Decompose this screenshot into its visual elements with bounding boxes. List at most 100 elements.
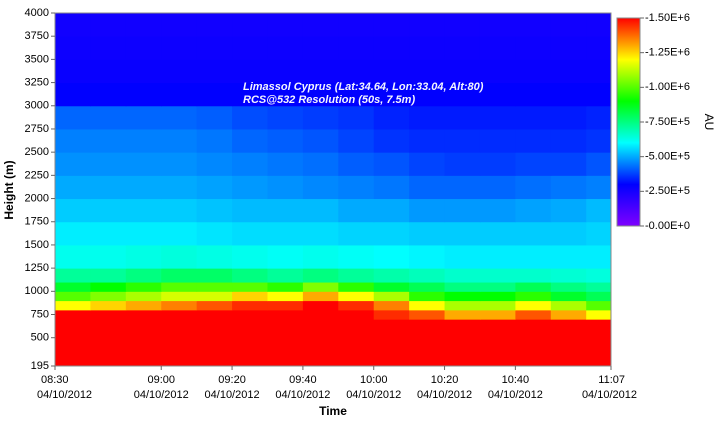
heat-cell <box>515 268 552 283</box>
heat-cell <box>444 291 481 302</box>
heat-cell <box>232 175 268 200</box>
heat-cell <box>550 128 587 153</box>
x-tick-label: 10:20 <box>431 374 459 386</box>
heat-cell <box>444 268 481 283</box>
heat-cell <box>479 328 516 348</box>
x-tick-label: 04/10/2012 <box>275 389 330 401</box>
heat-cell <box>409 105 446 130</box>
heat-cell <box>550 268 587 283</box>
heat-cell <box>232 244 268 269</box>
heat-cell <box>338 309 375 320</box>
heat-cell <box>409 13 446 37</box>
heat-cell <box>479 282 516 292</box>
heat-cell <box>586 198 612 223</box>
heat-cell <box>409 268 446 283</box>
heat-cell <box>515 128 552 153</box>
x-tick-label: 09:20 <box>218 374 246 386</box>
heat-cell <box>479 175 516 200</box>
heat-cell <box>515 59 552 84</box>
heat-cell <box>55 198 91 223</box>
heat-cell <box>161 328 198 348</box>
plot-frame <box>54 12 612 367</box>
annotation: RCS@532 Resolution (50s, 7.5m) <box>243 94 415 106</box>
heat-cell <box>444 59 481 84</box>
heat-cell <box>586 291 612 302</box>
colorbar-tick-label: -0.00E+0 <box>645 220 690 232</box>
heat-cell <box>232 36 268 60</box>
x-tick-label: 09:00 <box>147 374 175 386</box>
heat-cell <box>444 328 481 348</box>
heat-cell <box>161 346 198 367</box>
heat-cell <box>373 291 410 302</box>
heat-cell <box>373 13 410 37</box>
heat-cell <box>373 198 410 223</box>
heat-cell <box>125 268 162 283</box>
heat-cell <box>338 128 375 153</box>
heat-cell <box>232 309 268 320</box>
heat-cell <box>515 105 552 130</box>
heat-cell <box>586 221 612 246</box>
heat-cell <box>55 244 91 269</box>
heat-cell <box>515 291 552 302</box>
x-tick-label: 09:40 <box>289 374 317 386</box>
heat-cell <box>479 105 516 130</box>
heat-cell <box>479 36 516 60</box>
heat-cell <box>338 328 375 348</box>
heat-cell <box>444 82 481 107</box>
heat-cell <box>90 268 127 283</box>
heat-cell <box>550 221 587 246</box>
heat-cell <box>302 175 339 200</box>
y-tick-label: 3750 <box>25 30 49 42</box>
heat-cell <box>338 82 375 107</box>
y-tick-label: 2750 <box>25 123 49 135</box>
heat-cell <box>479 268 516 283</box>
heat-cell <box>55 152 91 176</box>
heat-cell <box>373 328 410 348</box>
heat-cell <box>161 128 198 153</box>
heat-cell <box>196 328 233 348</box>
heat-cell <box>90 328 127 348</box>
heat-cell <box>409 328 446 348</box>
heat-cell <box>444 175 481 200</box>
y-tick-label: 1750 <box>25 216 49 228</box>
heat-cell <box>232 221 268 246</box>
heat-cell <box>586 319 612 329</box>
heat-cell <box>586 300 612 311</box>
heat-cell <box>90 82 127 107</box>
heat-cell <box>444 152 481 176</box>
heat-cell <box>373 105 410 130</box>
heat-cell <box>586 36 612 60</box>
heat-cell <box>90 105 127 130</box>
heat-cell <box>161 244 198 269</box>
heat-cell <box>161 282 198 292</box>
heat-cell <box>232 268 268 283</box>
x-tick-label: 08:30 <box>41 374 69 386</box>
heat-cell <box>125 346 162 367</box>
heat-cell <box>125 59 162 84</box>
heat-cell <box>267 152 304 176</box>
heat-cell <box>267 282 304 292</box>
heat-cell <box>479 128 516 153</box>
heat-cell <box>55 300 91 311</box>
heat-cell <box>302 291 339 302</box>
heat-cell <box>373 300 410 311</box>
heat-cell <box>232 282 268 292</box>
heat-cell <box>515 152 552 176</box>
heat-cell <box>232 128 268 153</box>
y-tick-label: 2250 <box>25 169 49 181</box>
heat-cell <box>161 221 198 246</box>
heat-cell <box>125 105 162 130</box>
x-tick-label: 10:40 <box>502 374 530 386</box>
heat-cell <box>267 291 304 302</box>
colorbar-tick-label: -2.50E+5 <box>645 185 690 197</box>
heat-cell <box>338 346 375 367</box>
heat-cell <box>196 346 233 367</box>
heat-cell <box>550 105 587 130</box>
heat-cell <box>338 175 375 200</box>
heat-cell <box>550 328 587 348</box>
heat-cell <box>90 300 127 311</box>
heat-cell <box>302 300 339 311</box>
heat-cell <box>373 59 410 84</box>
heat-cell <box>196 221 233 246</box>
heat-cell <box>373 346 410 367</box>
